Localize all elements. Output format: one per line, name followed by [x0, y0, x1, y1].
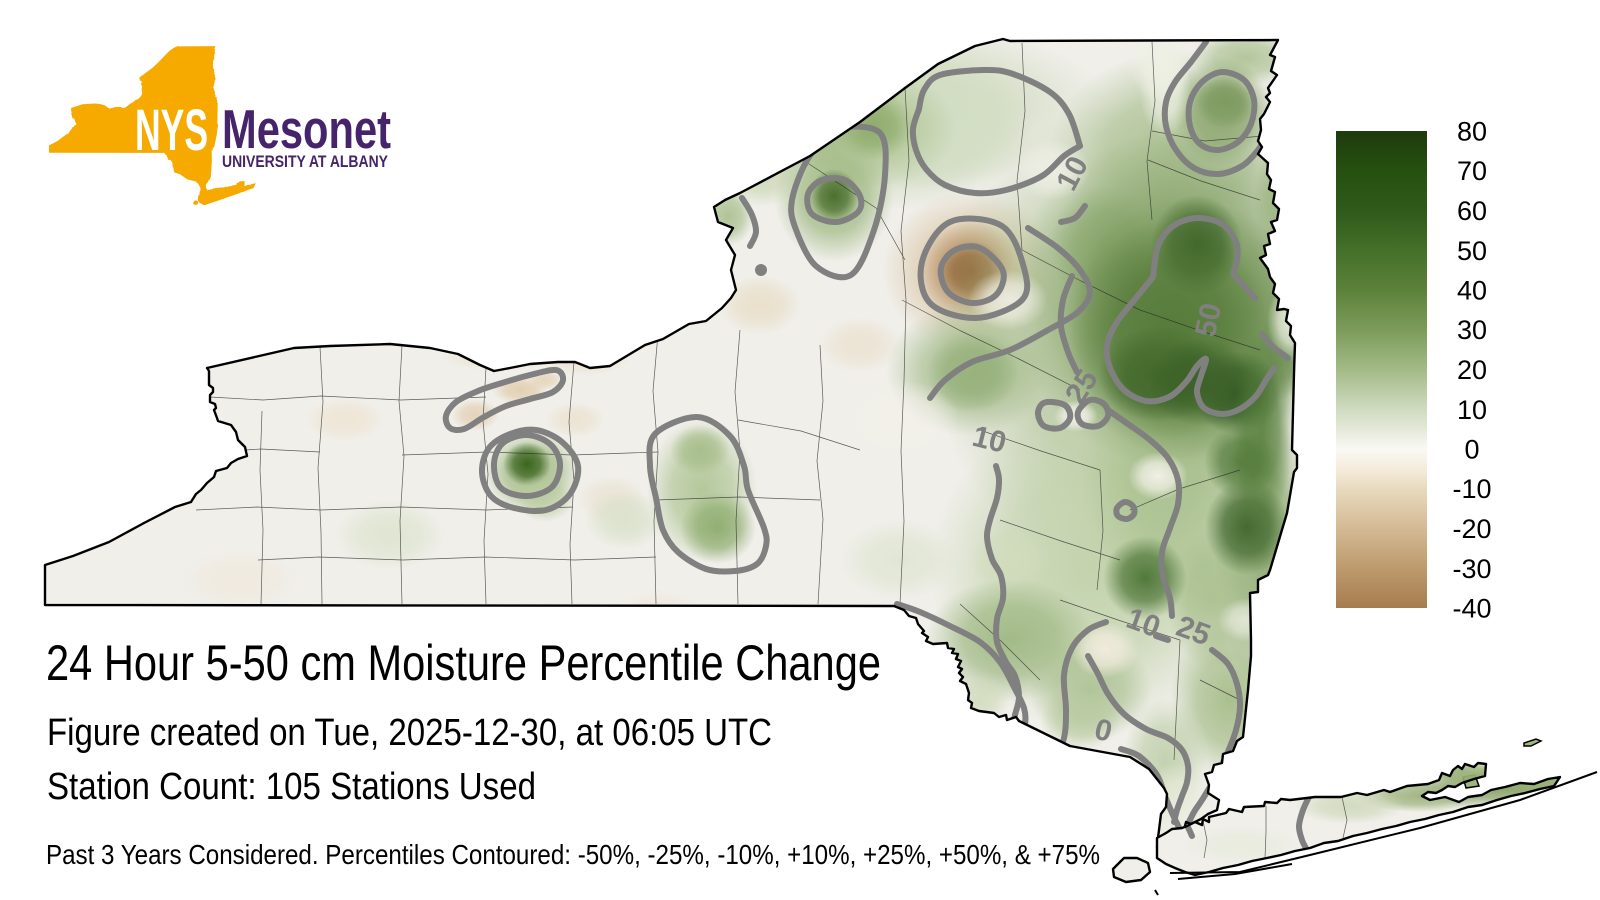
svg-text:50: 50: [1457, 236, 1487, 266]
svg-text:Station Count: 105 Stations Us: Station Count: 105 Stations Used: [47, 766, 536, 808]
svg-text:-10: -10: [1452, 474, 1491, 504]
svg-text:80: 80: [1457, 117, 1487, 147]
svg-text:50: 50: [1189, 300, 1228, 340]
svg-text:NYS: NYS: [135, 98, 208, 163]
svg-text:20: 20: [1457, 355, 1487, 385]
svg-text:Figure created on Tue, 2025-12: Figure created on Tue, 2025-12-30, at 06…: [47, 712, 772, 754]
svg-text:24 Hour 5-50 cm Moisture Perce: 24 Hour 5-50 cm Moisture Percentile Chan…: [46, 635, 881, 691]
svg-text:70: 70: [1457, 156, 1487, 186]
svg-text:-20: -20: [1452, 514, 1491, 544]
svg-text:Mesonet: Mesonet: [222, 98, 391, 160]
svg-text:10: 10: [969, 420, 1009, 460]
svg-text:0: 0: [1464, 435, 1479, 465]
svg-text:Past 3 Years Considered. Perce: Past 3 Years Considered. Percentiles Con…: [46, 839, 1100, 870]
svg-text:10: 10: [1457, 395, 1487, 425]
svg-text:-40: -40: [1452, 594, 1491, 624]
svg-text:40: 40: [1457, 276, 1487, 306]
svg-text:-30: -30: [1452, 554, 1491, 584]
svg-text:60: 60: [1457, 196, 1487, 226]
svg-text:30: 30: [1457, 315, 1487, 345]
svg-text:UNIVERSITY AT ALBANY: UNIVERSITY AT ALBANY: [222, 153, 388, 171]
